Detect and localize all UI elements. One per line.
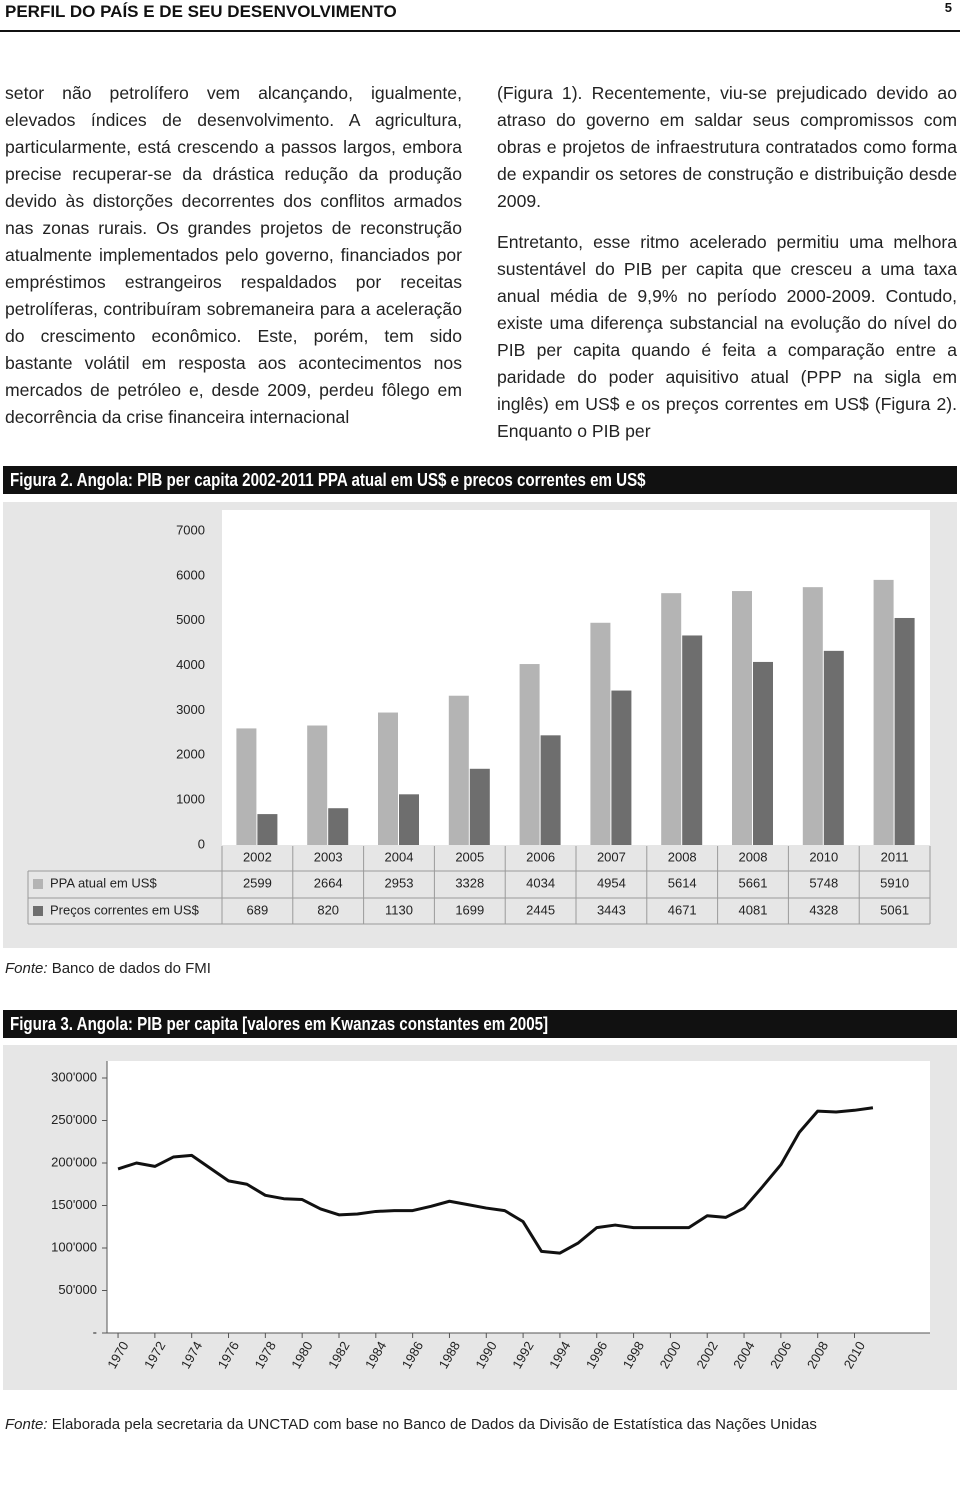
bar xyxy=(753,661,773,845)
left-column: setor não petrolífero vem alcançando, ig… xyxy=(5,80,462,445)
bar xyxy=(611,690,632,845)
table-value: 4671 xyxy=(668,902,697,917)
category-label: 2008 xyxy=(668,849,697,864)
legend-swatch xyxy=(33,879,43,889)
bar xyxy=(802,587,823,845)
y-tick-label: 250'000 xyxy=(51,1112,97,1127)
category-label: 2005 xyxy=(455,849,484,864)
bar xyxy=(661,593,682,845)
bar xyxy=(469,768,490,845)
header-rule xyxy=(0,30,960,32)
y-tick-label: 1000 xyxy=(176,792,205,807)
bar xyxy=(732,591,752,845)
figure-title: Figura 3. Angola: PIB per capita [valore… xyxy=(10,1014,549,1034)
table-value: 2953 xyxy=(385,875,414,890)
bar xyxy=(448,695,469,845)
figure-title: Figura 2. Angola: PIB per capita 2002-20… xyxy=(10,470,646,490)
source-text: Banco de dados do FMI xyxy=(51,960,211,977)
source-label: Fonte: xyxy=(5,960,48,977)
y-tick-label: 0 xyxy=(198,836,205,851)
bar xyxy=(894,617,915,845)
category-label: 2002 xyxy=(243,849,272,864)
paragraph: setor não petrolífero vem alcançando, ig… xyxy=(5,83,462,427)
table-value: 5614 xyxy=(668,875,697,890)
line xyxy=(117,1106,874,1255)
table-value: 5910 xyxy=(880,875,909,890)
figure-title-bar: Figura 3. Angola: PIB per capita [valore… xyxy=(3,1010,957,1038)
bar xyxy=(378,712,398,845)
bar xyxy=(328,808,349,845)
category-label: 2007 xyxy=(597,849,626,864)
table-value: 5748 xyxy=(809,875,838,890)
legend-swatch xyxy=(33,906,43,916)
category-label: 2004 xyxy=(385,849,414,864)
table-value: 689 xyxy=(247,902,269,917)
table-value: 4954 xyxy=(597,875,626,890)
y-tick-label: 7000 xyxy=(176,522,205,537)
bar xyxy=(590,622,611,845)
bar xyxy=(873,579,894,845)
category-label: 2006 xyxy=(526,849,555,864)
legend-label: Preços correntes em US$ xyxy=(50,902,200,917)
legend-label: PPA atual em US$ xyxy=(50,875,157,890)
figure-title-bar: Figura 2. Angola: PIB per capita 2002-20… xyxy=(3,466,957,494)
table-value: 4328 xyxy=(809,902,838,917)
bar xyxy=(540,735,561,845)
category-label: 2008 xyxy=(739,849,768,864)
y-tick-label: 2000 xyxy=(176,747,205,762)
source: Fonte: Elaborada pela secretaria da UNCT… xyxy=(5,1416,817,1433)
header-title: PERFIL DO PAÍS E DE SEU DESENVOLVIMENTO xyxy=(5,2,397,21)
table-value: 820 xyxy=(317,902,339,917)
table-value: 4081 xyxy=(739,902,768,917)
y-tick-label: 6000 xyxy=(176,567,205,582)
bar xyxy=(399,794,419,845)
bar xyxy=(682,635,703,845)
y-tick-label: 150'000 xyxy=(51,1197,97,1212)
table-value: 2599 xyxy=(243,875,272,890)
table-value: 1699 xyxy=(455,902,484,917)
y-tick-label: - xyxy=(93,1324,97,1339)
bar xyxy=(823,650,844,845)
y-tick-label: 50'000 xyxy=(58,1282,97,1297)
source-text: Elaborada pela secretaria da UNCTAD com … xyxy=(51,1416,817,1433)
y-tick-label: 200'000 xyxy=(51,1154,97,1169)
y-tick-label: 300'000 xyxy=(51,1069,97,1084)
table-value: 1130 xyxy=(385,902,413,917)
source-label: Fonte: xyxy=(5,1416,48,1433)
table-value: 4034 xyxy=(526,875,555,890)
table-value: 2664 xyxy=(314,875,343,890)
page-number: 5 xyxy=(944,0,952,15)
table-value: 5661 xyxy=(739,875,768,890)
table-value: 5061 xyxy=(880,902,909,917)
category-label: 2003 xyxy=(314,849,343,864)
paragraph: (Figura 1). Recentemente, viu-se prejudi… xyxy=(497,83,957,211)
category-label: 2011 xyxy=(881,849,909,864)
bar xyxy=(519,664,540,845)
paragraph: Entretanto, esse ritmo acelerado permiti… xyxy=(497,232,957,441)
y-tick-label: 4000 xyxy=(176,657,205,672)
plot-area xyxy=(107,1061,930,1333)
y-tick-label: 100'000 xyxy=(51,1239,97,1254)
table-value: 3328 xyxy=(455,875,484,890)
category-label: 2010 xyxy=(809,849,838,864)
right-column: (Figura 1). Recentemente, viu-se prejudi… xyxy=(497,80,957,459)
bar xyxy=(307,725,328,845)
y-tick-label: 5000 xyxy=(176,612,205,627)
y-tick-label: 3000 xyxy=(176,702,205,717)
table-value: 3443 xyxy=(597,902,626,917)
bar xyxy=(257,814,278,845)
source: Fonte: Banco de dados do FMI xyxy=(5,960,211,977)
table-value: 2445 xyxy=(526,902,555,917)
bar xyxy=(236,728,257,845)
